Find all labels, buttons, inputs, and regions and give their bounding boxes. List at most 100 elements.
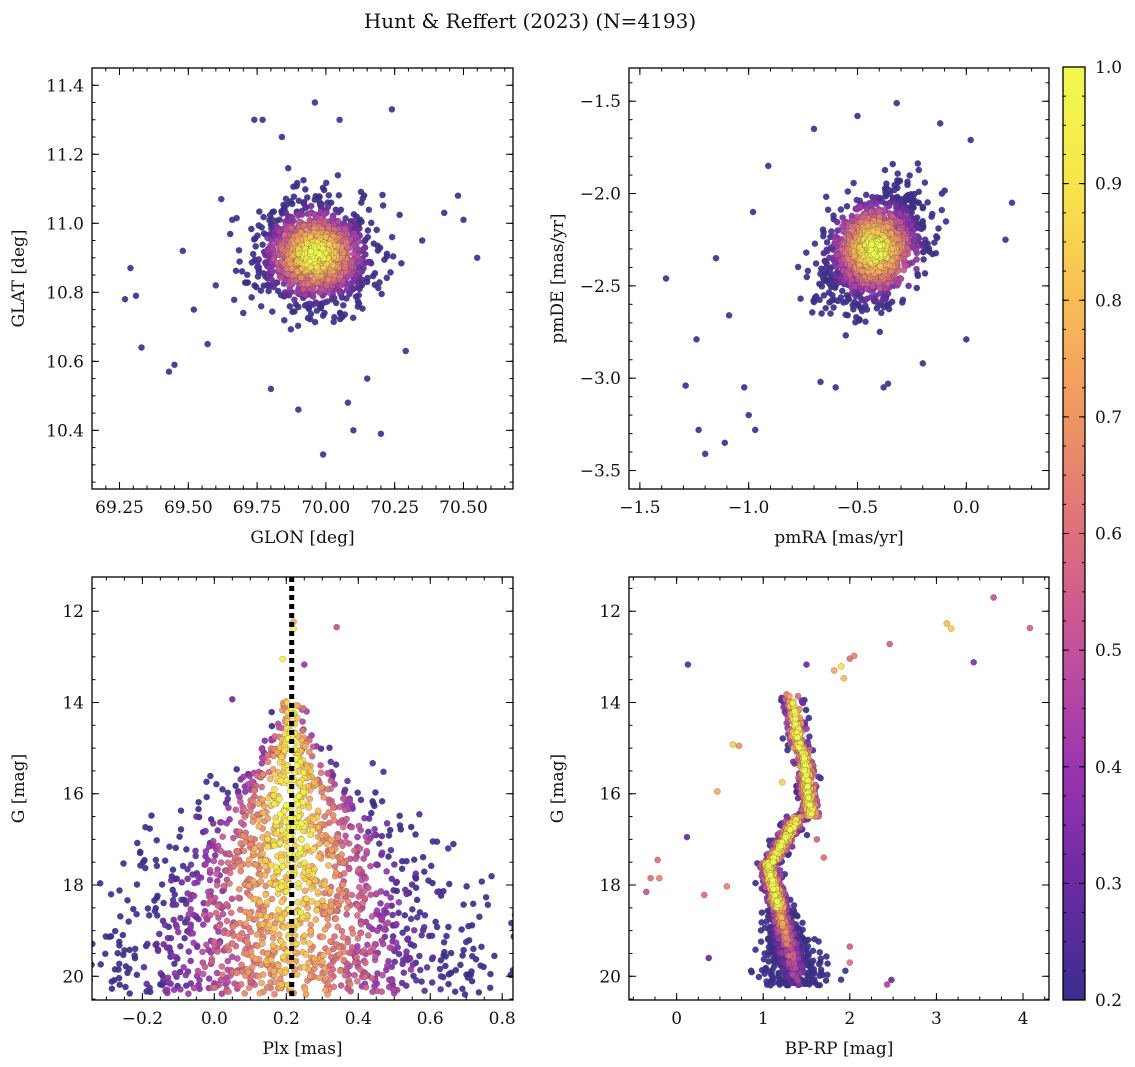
data-point xyxy=(845,296,853,303)
data-point xyxy=(240,832,247,840)
data-point xyxy=(290,193,298,201)
data-point xyxy=(167,877,175,884)
data-point xyxy=(116,913,124,920)
data-point xyxy=(410,856,418,864)
data-point xyxy=(255,800,262,807)
data-point xyxy=(365,206,373,214)
data-point xyxy=(900,266,908,274)
data-point xyxy=(41,927,47,933)
data-point xyxy=(260,213,267,221)
data-point xyxy=(336,951,344,958)
data-point xyxy=(317,769,325,777)
x-tick-label: 70.50 xyxy=(439,498,488,518)
data-point xyxy=(97,961,105,968)
data-point xyxy=(255,208,263,215)
data-point xyxy=(367,862,374,870)
data-point xyxy=(252,283,260,291)
data-point xyxy=(265,795,272,802)
data-point xyxy=(351,971,358,979)
data-point xyxy=(342,832,349,840)
data-point xyxy=(833,218,841,226)
data-point xyxy=(854,112,861,120)
data-point xyxy=(350,250,358,258)
data-point xyxy=(133,881,141,888)
data-point xyxy=(351,847,358,854)
data-point xyxy=(255,816,263,824)
data-point xyxy=(146,825,154,832)
data-point xyxy=(486,984,494,992)
data-point xyxy=(324,769,331,777)
data-point xyxy=(853,196,861,204)
data-point xyxy=(418,237,426,244)
data-point xyxy=(338,851,345,858)
data-point xyxy=(447,969,455,977)
data-point xyxy=(294,898,302,906)
data-point xyxy=(251,845,259,852)
data-point xyxy=(308,884,315,892)
data-point xyxy=(416,966,424,974)
data-point xyxy=(384,919,392,927)
data-point xyxy=(528,961,534,967)
x-axis-label: Plx [mas] xyxy=(262,1039,342,1059)
data-point xyxy=(165,368,173,376)
data-point xyxy=(283,801,290,809)
data-point xyxy=(338,927,346,935)
data-point xyxy=(213,780,220,788)
data-point xyxy=(332,915,340,923)
data-point xyxy=(262,891,270,899)
x-tick-label: 0.4 xyxy=(345,1009,372,1029)
data-point xyxy=(327,199,335,207)
data-point xyxy=(248,294,255,301)
data-point xyxy=(266,216,273,224)
data-point xyxy=(126,965,133,973)
data-point xyxy=(260,809,267,817)
data-point xyxy=(151,897,158,904)
data-point xyxy=(310,778,318,786)
data-point xyxy=(793,912,801,920)
data-point xyxy=(277,915,285,923)
data-point xyxy=(259,971,267,978)
data-point xyxy=(299,704,307,712)
plot-area xyxy=(662,99,1016,458)
data-point xyxy=(460,946,467,954)
data-point xyxy=(255,263,263,271)
data-point xyxy=(203,941,210,949)
data-point xyxy=(337,897,345,904)
data-point xyxy=(270,842,278,849)
data-point xyxy=(412,870,420,877)
data-point xyxy=(336,288,344,295)
data-point xyxy=(460,901,467,908)
data-point xyxy=(131,952,138,959)
data-point xyxy=(169,866,177,874)
data-point xyxy=(913,256,920,263)
data-point xyxy=(92,929,93,933)
data-point xyxy=(209,820,217,827)
data-point xyxy=(589,974,595,980)
data-point xyxy=(144,940,151,948)
data-point xyxy=(215,922,223,930)
data-point xyxy=(348,823,356,831)
data-point xyxy=(330,313,338,321)
data-point xyxy=(846,271,854,279)
data-point xyxy=(78,958,84,964)
data-point xyxy=(856,316,863,323)
data-point xyxy=(721,439,729,447)
data-point xyxy=(379,940,387,948)
data-point xyxy=(372,953,379,960)
data-point xyxy=(301,887,309,895)
data-point xyxy=(270,255,278,263)
y-axis-label: pmDE [mas/yr] xyxy=(548,213,568,343)
data-point xyxy=(921,236,929,243)
data-point xyxy=(360,855,367,862)
data-point xyxy=(803,273,811,281)
data-point xyxy=(301,186,309,193)
data-point xyxy=(329,852,336,860)
data-point xyxy=(268,708,276,716)
data-point xyxy=(885,305,893,313)
data-point xyxy=(144,905,152,912)
data-point xyxy=(816,948,824,956)
data-point xyxy=(398,865,406,873)
data-point xyxy=(316,193,323,201)
data-point xyxy=(334,217,342,225)
